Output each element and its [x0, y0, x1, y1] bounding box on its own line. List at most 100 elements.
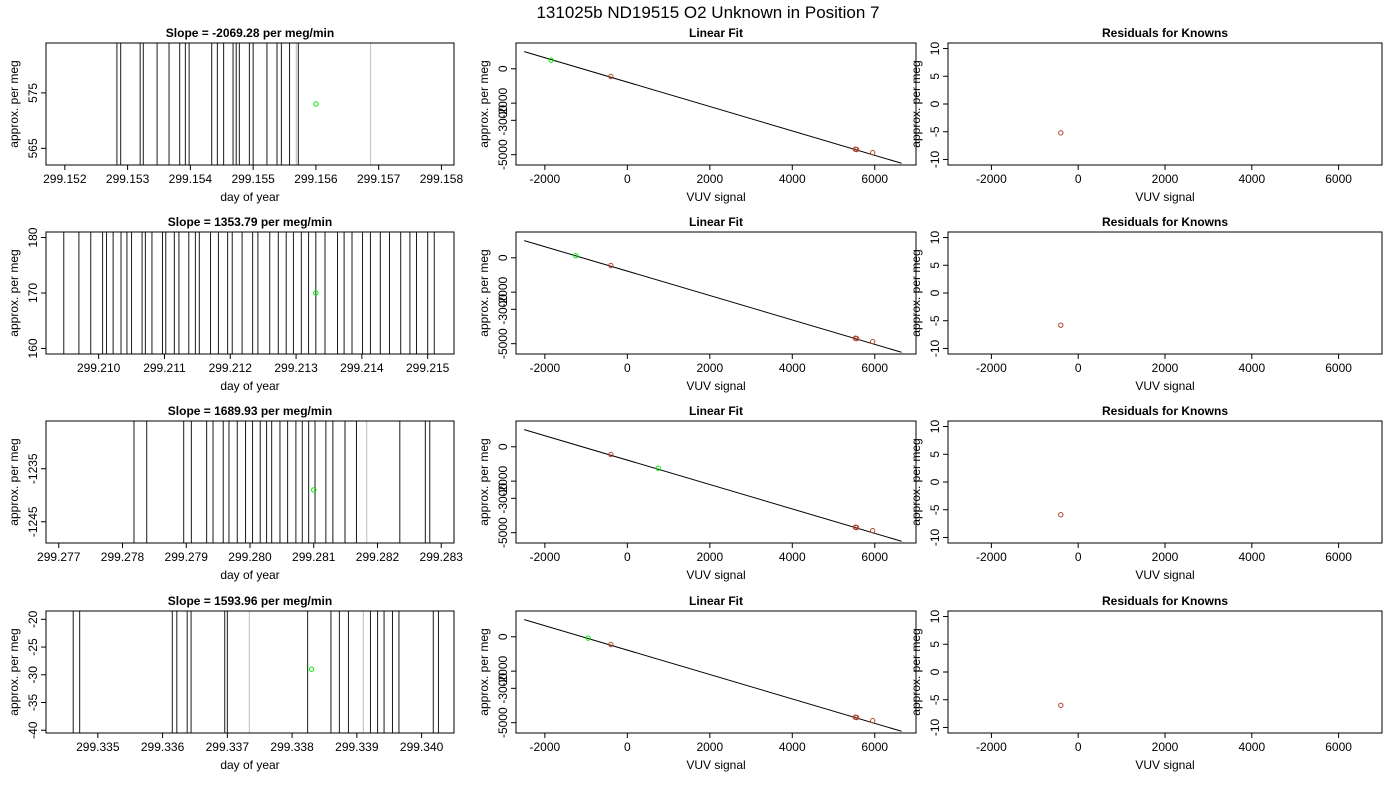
x-tick-label: 299.157: [357, 172, 401, 186]
plot-frame: [515, 231, 917, 355]
plot-frame: [515, 42, 917, 166]
x-tick-label: 299.335: [76, 740, 120, 754]
x-tick-label: 299.214: [340, 361, 384, 375]
fit-line: [524, 51, 902, 164]
x-tick-label: 299.278: [101, 550, 145, 564]
y-tick-label: -1245: [26, 506, 40, 537]
y-tick-label: -2000: [496, 87, 510, 118]
unknown-point: [313, 101, 319, 107]
panel-title: Linear Fit: [689, 404, 743, 418]
x-axis-label: day of year: [220, 568, 279, 582]
y-tick-label: 160: [26, 338, 40, 358]
fit-line: [524, 240, 902, 353]
unknown-point: [313, 290, 319, 296]
x-axis-label: day of year: [220, 190, 279, 204]
known-point: [608, 451, 614, 458]
y-tick-label: 5: [928, 262, 942, 269]
y-tick-label: 575: [26, 83, 40, 103]
panel-title: Linear Fit: [689, 594, 743, 608]
y-tick-label: 0: [928, 100, 942, 107]
panel-fit-row-4: Linear Fit-2000 0 2000 4000 6000-5000-3000-2…: [477, 594, 917, 772]
panel-title: Linear Fit: [689, 26, 743, 40]
known-point: [1058, 130, 1064, 136]
y-tick-label: -3000: [496, 673, 510, 704]
y-tick-label: -10: [928, 718, 942, 736]
x-tick-label: 6000: [1325, 172, 1352, 186]
plot-frame: [45, 610, 455, 734]
x-tick-label: 2000: [696, 172, 723, 186]
y-axis-label: approx. per meg: [909, 628, 923, 715]
x-tick-label: 299.339: [335, 740, 379, 754]
x-tick-label: 6000: [861, 172, 888, 186]
y-tick-label: -5: [928, 504, 942, 515]
known-point: [870, 527, 876, 534]
x-tick-label: 4000: [779, 550, 806, 564]
x-tick-label: -2000: [976, 740, 1007, 754]
y-tick-label: -5: [928, 126, 942, 137]
x-tick-label: 299.210: [77, 361, 121, 375]
x-tick-label: 0: [624, 172, 631, 186]
x-axis-label: VUV signal: [1135, 568, 1194, 582]
x-tick-label: 299.152: [43, 172, 87, 186]
y-tick-label: -3000: [496, 294, 510, 325]
x-tick-label: 2000: [696, 550, 723, 564]
x-tick-label: 0: [1075, 172, 1082, 186]
x-tick-label: 299.337: [206, 740, 250, 754]
plot-frame: [947, 420, 1383, 544]
known-point: [870, 717, 876, 724]
y-axis-label: approx. per meg: [477, 438, 491, 525]
y-tick-label: -2000: [496, 465, 510, 496]
x-tick-label: 299.340: [400, 740, 444, 754]
panel-title: Residuals for Knowns: [1102, 594, 1228, 608]
panel-time-row-3: Slope = 1689.93 per meg/min 299.277 299.27…: [7, 404, 463, 582]
known-point: [608, 641, 614, 648]
y-tick-label: -20: [26, 610, 40, 628]
unknown-point: [548, 57, 554, 63]
unknown-point: [573, 253, 579, 259]
panel-fit-row-2: Linear Fit-2000 0 2000 4000 6000-5000-3000-2…: [477, 215, 917, 393]
panel-title: Slope = 1353.79 per meg/min: [168, 215, 332, 229]
y-tick-label: -3000: [496, 483, 510, 514]
panel-resid-row-4: Residuals for Knowns -2000 0 2000 4000 6000 -1…: [909, 594, 1383, 772]
x-tick-label: 4000: [1238, 361, 1265, 375]
x-tick-label: 299.282: [356, 550, 400, 564]
known-point: [853, 146, 860, 153]
x-tick-label: 6000: [1325, 550, 1352, 564]
x-tick-label: 4000: [779, 361, 806, 375]
y-axis-label: approx. per meg: [909, 249, 923, 336]
y-tick-label: 0: [496, 65, 510, 72]
x-tick-label: 299.280: [228, 550, 272, 564]
y-tick-label: 5: [928, 641, 942, 648]
x-tick-label: 2000: [696, 740, 723, 754]
figure-title: 131025b ND19515 O2 Unknown in Position 7: [536, 3, 879, 22]
x-tick-label: 2000: [1152, 361, 1179, 375]
plot-frame: [45, 231, 455, 355]
x-tick-label: 2000: [696, 361, 723, 375]
x-axis-label: VUV signal: [686, 758, 745, 772]
y-tick-label: 10: [928, 610, 942, 624]
unknown-point: [585, 635, 591, 641]
known-point: [1058, 512, 1064, 518]
y-axis-label: approx. per meg: [7, 628, 21, 715]
fit-line: [524, 429, 902, 542]
y-axis-label: approx. per meg: [477, 60, 491, 147]
x-tick-label: 0: [624, 550, 631, 564]
plot-frame: [947, 610, 1383, 734]
y-tick-label: -10: [928, 339, 942, 357]
known-point: [1058, 322, 1064, 328]
y-tick-label: 0: [496, 254, 510, 261]
x-axis-label: day of year: [220, 758, 279, 772]
x-axis-label: VUV signal: [686, 190, 745, 204]
known-point: [608, 73, 614, 80]
x-axis-label: day of year: [220, 379, 279, 393]
y-tick-label: -5000: [496, 707, 510, 738]
panel-title: Residuals for Knowns: [1102, 215, 1228, 229]
x-axis-label: VUV signal: [1135, 379, 1194, 393]
y-axis-label: approx. per meg: [477, 628, 491, 715]
known-point: [853, 524, 860, 531]
panel-title: Slope = 1593.96 per meg/min: [168, 594, 332, 608]
unknown-point: [655, 465, 661, 471]
x-tick-label: 4000: [779, 172, 806, 186]
y-axis-label: approx. per meg: [7, 438, 21, 525]
